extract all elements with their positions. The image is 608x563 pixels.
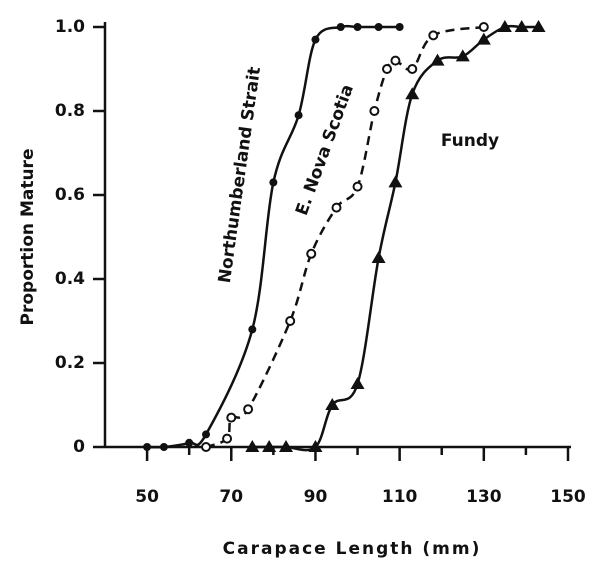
y-tick-label: 0.4 [55, 269, 85, 289]
x-tick-label: 110 [382, 487, 418, 507]
point [306, 248, 317, 259]
point [143, 443, 152, 451]
point [428, 30, 439, 41]
point [350, 377, 365, 389]
x-tick-label: 50 [135, 487, 159, 507]
point [395, 23, 404, 31]
series-label: Fundy [441, 131, 499, 151]
point [374, 23, 383, 31]
x-axis-label: Carapace Length (mm) [223, 539, 482, 559]
point [331, 202, 342, 213]
x-tick-label: 150 [550, 487, 586, 507]
point [388, 175, 403, 188]
point [353, 23, 362, 31]
y-axis-label: Proportion Mature [18, 149, 38, 326]
x-tick-label: 70 [219, 487, 243, 507]
point [325, 398, 340, 410]
point [278, 440, 293, 452]
point [285, 316, 296, 326]
point [371, 251, 386, 263]
series-label: Northumberland Strait [215, 66, 265, 285]
point [455, 49, 470, 62]
point [390, 55, 401, 66]
point [202, 430, 211, 439]
point [262, 440, 277, 452]
point [248, 325, 257, 334]
point [476, 32, 491, 45]
point [185, 438, 194, 447]
point [497, 20, 512, 32]
x-tick-label: 130 [466, 487, 502, 507]
x-tick-label: 90 [304, 487, 328, 507]
y-tick-label: 0.8 [55, 101, 85, 121]
y-tick-label: 0 [73, 437, 85, 457]
point [352, 181, 363, 192]
point [369, 106, 380, 116]
point [382, 64, 393, 74]
point [201, 442, 212, 452]
point [159, 443, 168, 451]
point [245, 440, 260, 452]
point [308, 440, 323, 452]
point [336, 23, 345, 31]
y-tick-label: 0.2 [55, 353, 85, 373]
y-tick-label: 1.0 [55, 17, 85, 37]
point [311, 35, 320, 44]
point [405, 87, 420, 100]
point [243, 404, 254, 415]
point [294, 111, 303, 120]
point [430, 53, 445, 66]
point [514, 20, 529, 32]
point [269, 178, 278, 187]
point [407, 64, 418, 74]
point [531, 20, 546, 32]
fit-line [252, 24, 539, 452]
point [222, 433, 233, 444]
fit-line [147, 24, 400, 449]
point [226, 412, 237, 423]
point [478, 22, 489, 32]
y-tick-label: 0.6 [55, 185, 85, 205]
